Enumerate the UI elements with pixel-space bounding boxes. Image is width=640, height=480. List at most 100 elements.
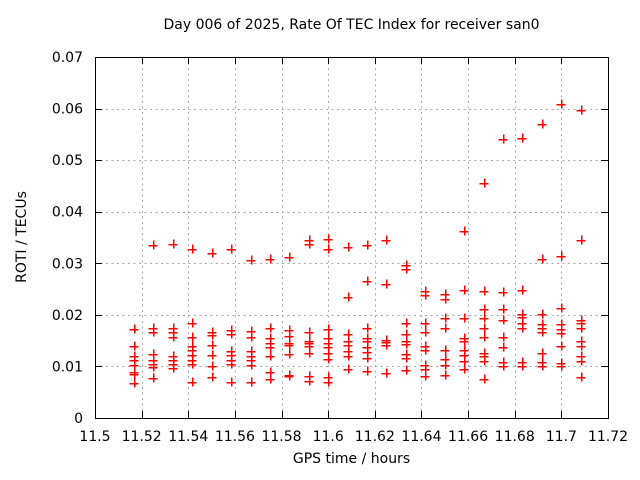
data-point-marker xyxy=(401,365,411,375)
data-point-marker xyxy=(246,377,256,387)
data-point-marker xyxy=(343,351,353,361)
data-point-marker xyxy=(284,349,294,359)
data-point-marker xyxy=(284,371,294,381)
x-tick-label: 11.68 xyxy=(495,429,535,445)
data-point-marker xyxy=(323,354,333,364)
data-point-marker xyxy=(401,353,411,363)
data-point-marker xyxy=(168,363,178,373)
data-point-marker xyxy=(284,252,294,262)
data-point-marker xyxy=(537,327,547,337)
data-point-marker xyxy=(362,366,372,376)
data-point-marker xyxy=(129,324,139,334)
data-point-marker xyxy=(479,374,489,384)
data-point-marker xyxy=(440,294,450,304)
data-point-marker xyxy=(459,364,469,374)
data-point-marker xyxy=(148,373,158,383)
data-point-marker xyxy=(420,290,430,300)
data-point-marker xyxy=(498,287,508,297)
data-point-marker xyxy=(381,340,391,350)
data-point-marker xyxy=(537,119,547,129)
data-point-marker xyxy=(284,340,294,350)
x-tick-label: 11.62 xyxy=(355,429,395,445)
data-point-marker xyxy=(420,318,430,328)
data-point-marker xyxy=(207,361,217,371)
y-tick-label: 0.07 xyxy=(52,50,83,66)
data-point-marker xyxy=(576,323,586,333)
data-point-marker xyxy=(576,372,586,382)
x-tick-label: 11.54 xyxy=(168,429,208,445)
data-point-marker xyxy=(187,244,197,254)
data-point-marker xyxy=(479,332,489,342)
data-point-marker xyxy=(517,323,527,333)
data-point-marker xyxy=(517,133,527,143)
x-tick-label: 11.7 xyxy=(546,429,577,445)
data-point-marker xyxy=(343,292,353,302)
y-tick-label: 0.04 xyxy=(52,205,83,221)
data-point-marker xyxy=(343,364,353,374)
chart-title: Day 006 of 2025, Rate Of TEC Index for r… xyxy=(163,17,540,33)
data-point-marker xyxy=(556,328,566,338)
data-point-marker xyxy=(440,370,450,380)
plot-border xyxy=(95,57,609,419)
x-axis-label: GPS time / hours xyxy=(292,451,411,467)
data-point-marker xyxy=(440,323,450,333)
tick-marks xyxy=(95,57,609,419)
data-point-marker xyxy=(129,341,139,351)
data-point-marker xyxy=(498,134,508,144)
data-point-marker xyxy=(556,251,566,261)
y-tick-label: 0.03 xyxy=(52,256,83,272)
tick-labels: 11.5 11.52 11.54 11.56 11.58 11.6 11.62 11.64 11… xyxy=(52,50,628,445)
data-point-marker xyxy=(498,332,508,342)
data-point-marker xyxy=(517,361,527,371)
data-point-marker xyxy=(226,244,236,254)
data-point-marker xyxy=(323,324,333,334)
data-point-marker xyxy=(401,264,411,274)
data-point-marker xyxy=(246,360,256,370)
x-tick-label: 11.72 xyxy=(588,429,628,445)
data-point-marker xyxy=(459,285,469,295)
x-tick-label: 11.66 xyxy=(448,429,488,445)
x-tick-label: 11.58 xyxy=(261,429,301,445)
data-point-marker xyxy=(246,255,256,265)
data-point-marker xyxy=(148,240,158,250)
data-point-marker xyxy=(323,234,333,244)
data-point-marker xyxy=(479,304,489,314)
data-point-marker xyxy=(576,356,586,366)
data-point-marker xyxy=(401,318,411,328)
data-point-marker xyxy=(207,340,217,350)
data-point-marker xyxy=(459,356,469,366)
data-point-marker xyxy=(556,341,566,351)
data-point-marker xyxy=(537,254,547,264)
data-point-marker xyxy=(129,378,139,388)
data-point-marker xyxy=(168,239,178,249)
data-point-marker xyxy=(187,318,197,328)
data-points xyxy=(129,99,586,388)
data-point-marker xyxy=(207,330,217,340)
data-point-marker xyxy=(323,244,333,254)
data-point-marker xyxy=(517,285,527,295)
data-point-marker xyxy=(207,372,217,382)
data-point-marker xyxy=(420,345,430,355)
data-point-marker xyxy=(148,362,158,372)
x-tick-label: 11.52 xyxy=(122,429,162,445)
data-point-marker xyxy=(362,323,372,333)
y-axis-label: ROTI / TECUs xyxy=(14,191,30,283)
data-point-marker xyxy=(420,371,430,381)
data-point-marker xyxy=(479,313,489,323)
data-point-marker xyxy=(362,276,372,286)
data-point-marker xyxy=(343,242,353,252)
y-tick-label: 0.02 xyxy=(52,308,83,324)
data-point-marker xyxy=(265,342,275,352)
data-point-marker xyxy=(537,309,547,319)
data-point-marker xyxy=(265,254,275,264)
data-point-marker xyxy=(440,360,450,370)
data-point-marker xyxy=(362,240,372,250)
y-tick-label: 0.05 xyxy=(52,153,83,169)
data-point-marker xyxy=(459,313,469,323)
data-point-marker xyxy=(479,286,489,296)
data-point-marker xyxy=(187,377,197,387)
data-point-marker xyxy=(265,323,275,333)
data-point-marker xyxy=(556,361,566,371)
data-point-marker xyxy=(498,315,508,325)
